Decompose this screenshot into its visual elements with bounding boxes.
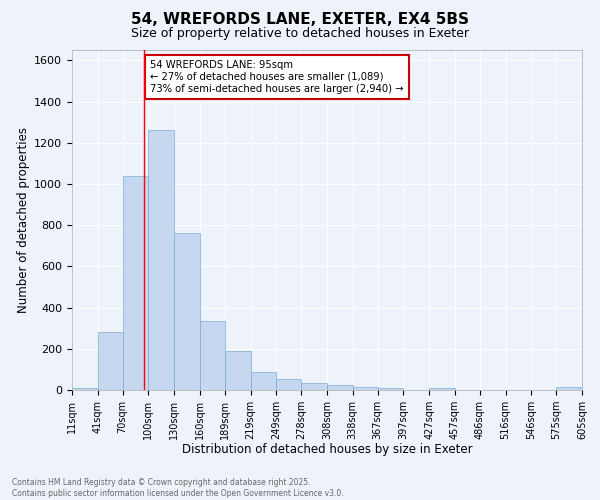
- Text: Size of property relative to detached houses in Exeter: Size of property relative to detached ho…: [131, 28, 469, 40]
- Y-axis label: Number of detached properties: Number of detached properties: [17, 127, 30, 313]
- Bar: [200, 321, 225, 390]
- Bar: [148, 130, 174, 390]
- Text: 54, WREFORDS LANE, EXETER, EX4 5BS: 54, WREFORDS LANE, EXETER, EX4 5BS: [131, 12, 469, 28]
- Text: Contains HM Land Registry data © Crown copyright and database right 2025.
Contai: Contains HM Land Registry data © Crown c…: [12, 478, 344, 498]
- Bar: [251, 372, 277, 390]
- Bar: [98, 332, 122, 390]
- X-axis label: Distribution of detached houses by size in Exeter: Distribution of detached houses by size …: [182, 444, 472, 456]
- Bar: [277, 378, 301, 390]
- Bar: [377, 388, 403, 390]
- Bar: [122, 176, 148, 390]
- Bar: [556, 387, 582, 390]
- Bar: [72, 388, 98, 390]
- Bar: [327, 385, 353, 390]
- Bar: [353, 387, 377, 390]
- Text: 54 WREFORDS LANE: 95sqm
← 27% of detached houses are smaller (1,089)
73% of semi: 54 WREFORDS LANE: 95sqm ← 27% of detache…: [150, 60, 404, 94]
- Bar: [174, 234, 200, 390]
- Bar: [225, 351, 251, 390]
- Bar: [301, 383, 327, 390]
- Bar: [429, 388, 455, 390]
